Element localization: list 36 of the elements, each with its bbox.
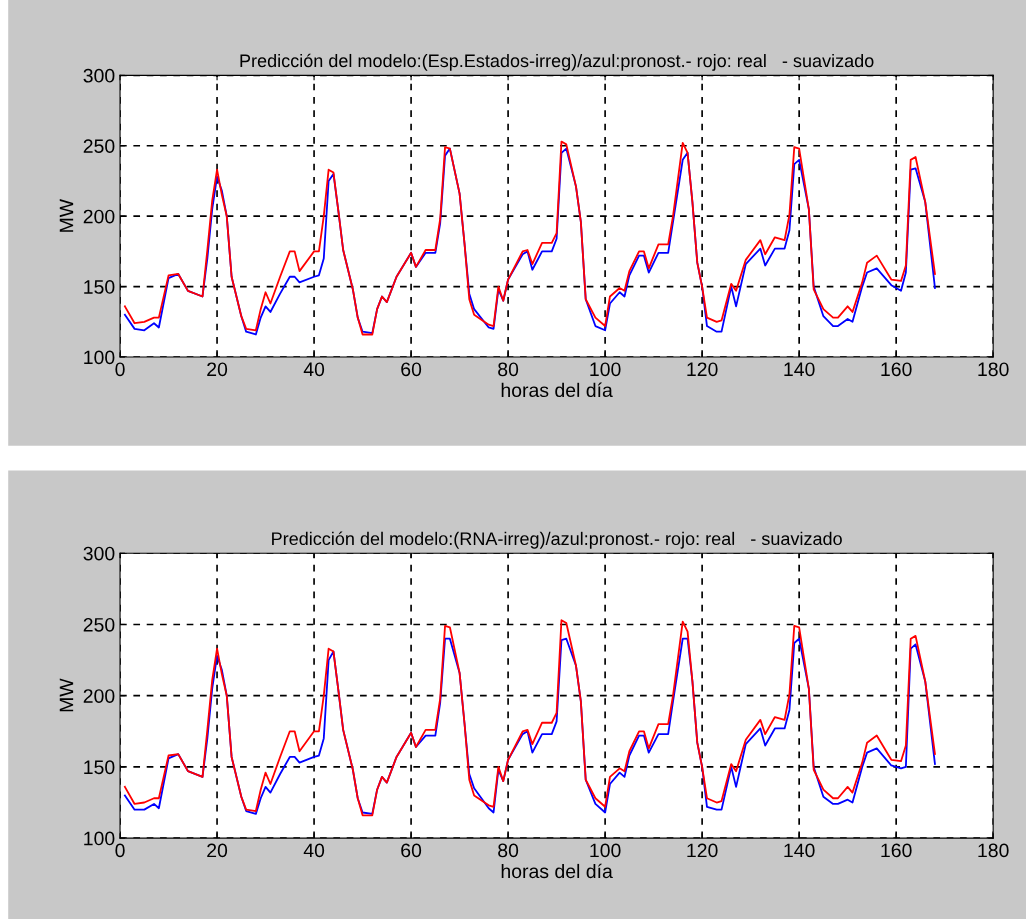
y-tick-label: 100: [84, 350, 115, 365]
y-tick-label: 150: [84, 280, 115, 294]
x-tick-label: 40: [303, 362, 325, 377]
x-tick-label: 20: [207, 362, 228, 377]
x-axis-title: horas del día: [501, 382, 613, 398]
y-axis-title: MW: [59, 198, 74, 232]
x-tick-label: 140: [784, 362, 815, 377]
x-tick-label: 180: [978, 362, 1009, 377]
y-tick-label: 300: [83, 68, 115, 83]
y-tick-label: 250: [83, 139, 115, 154]
y-tick-label: 150: [84, 760, 115, 775]
x-tick-label: 120: [687, 843, 718, 858]
x-tick-label: 160: [881, 362, 912, 377]
x-tick-label: 60: [401, 843, 422, 858]
x-tick-label: 120: [687, 362, 718, 377]
x-tick-label: 0: [115, 843, 125, 858]
y-tick-label: 100: [84, 831, 115, 846]
x-tick-label: 140: [784, 843, 815, 858]
x-tick-label: 0: [115, 362, 125, 377]
y-tick-label: 200: [83, 209, 115, 224]
x-tick-label: 40: [303, 843, 325, 858]
x-tick-label: 180: [978, 843, 1009, 858]
x-tick-label: 80: [498, 843, 519, 858]
x-tick-label: 60: [401, 362, 422, 377]
x-tick-label: 100: [590, 362, 621, 377]
y-tick-label: 250: [83, 617, 115, 632]
y-tick-label: 200: [83, 689, 115, 703]
x-tick-label: 80: [498, 362, 519, 377]
chart-title: Predicción del modelo:(RNA-irreg)/azul:pronost.- rojo: real - suavizado: [272, 531, 842, 549]
chart-title: Predicción del modelo:(Esp.Estados-irreg)/azul:pronost.- rojo: real - suavizado: [240, 53, 874, 71]
x-tick-label: 160: [881, 843, 912, 858]
x-tick-label: 20: [207, 843, 228, 858]
x-axis-title: horas del día: [501, 863, 613, 879]
y-axis-title: MW: [59, 678, 74, 712]
x-tick-label: 100: [590, 843, 621, 858]
y-tick-label: 300: [83, 546, 115, 561]
